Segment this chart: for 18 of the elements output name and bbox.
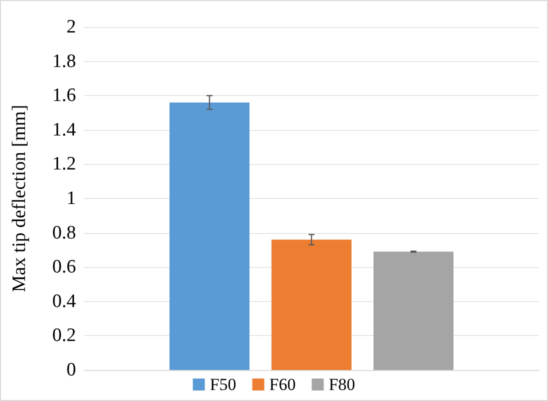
y-tick-label: 0.2	[52, 325, 76, 346]
y-tick-label: 1.2	[52, 154, 76, 175]
y-axis-title: Max tip deflection [mm]	[9, 104, 30, 292]
y-tick-label: 0.6	[52, 256, 76, 278]
y-tick-label: 2	[66, 16, 76, 38]
y-tick-label: 1.4	[52, 119, 76, 140]
y-tick-label: 1	[66, 188, 76, 209]
bar	[374, 252, 454, 370]
y-tick-label: 1.6	[52, 85, 76, 106]
bar	[170, 102, 250, 370]
legend-label: F80	[328, 375, 356, 394]
y-tick-label: 0	[66, 360, 76, 380]
legend-label: F50	[210, 375, 236, 394]
y-tick-label: 0.4	[52, 290, 76, 312]
y-tick-label: 0.8	[52, 222, 76, 244]
y-tick-label: 1.8	[52, 50, 76, 72]
legend-label: F60	[269, 375, 296, 394]
bar	[272, 240, 352, 370]
